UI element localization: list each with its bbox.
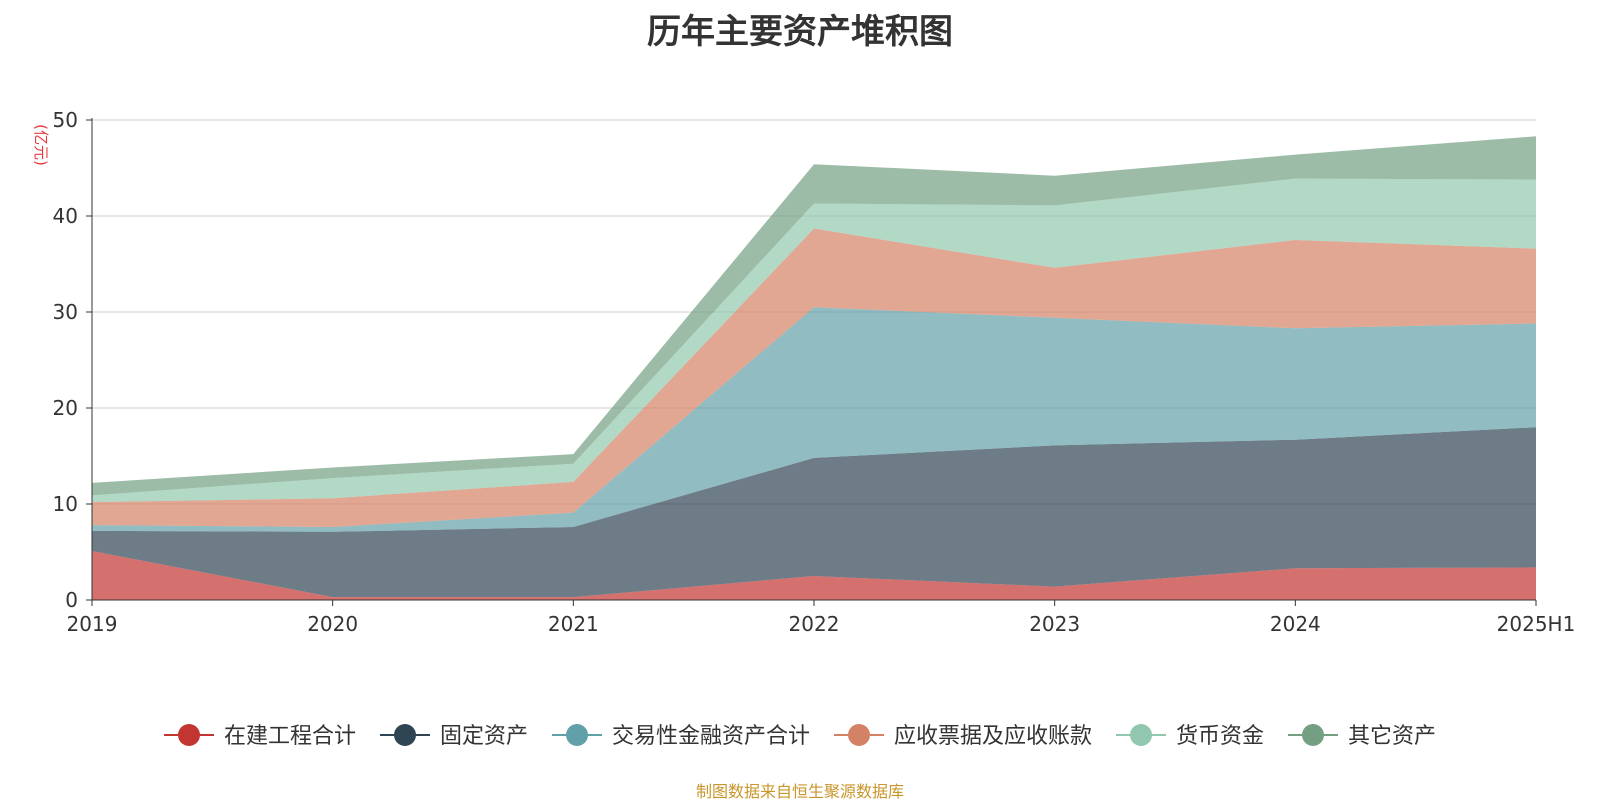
- y-tick-label: 0: [65, 588, 78, 612]
- y-tick-label: 30: [53, 300, 78, 324]
- y-tick-label: 20: [53, 396, 78, 420]
- area-series-5: [92, 178, 1536, 503]
- legend-label: 在建工程合计: [224, 724, 356, 749]
- legend-item-2[interactable]: 固定资产: [380, 724, 528, 749]
- y-axis-unit-label: (亿元): [32, 124, 50, 166]
- legend-label: 货币资金: [1176, 724, 1264, 749]
- legend-item-5[interactable]: 货币资金: [1116, 724, 1264, 749]
- legend-item-3[interactable]: 交易性金融资产合计: [552, 724, 810, 749]
- legend-marker: [394, 724, 416, 746]
- legend-item-1[interactable]: 在建工程合计: [164, 724, 356, 749]
- area-series-6: [92, 136, 1536, 496]
- legend-label: 固定资产: [440, 724, 528, 749]
- x-tick-label: 2024: [1270, 612, 1321, 636]
- legend-label: 应收票据及应收账款: [894, 724, 1092, 749]
- legend-marker: [1302, 724, 1324, 746]
- y-tick-label: 50: [53, 108, 78, 132]
- legend-marker: [1130, 724, 1152, 746]
- series-areas: [92, 136, 1536, 600]
- area-series-1: [92, 551, 1536, 600]
- x-tick-label: 2022: [789, 612, 840, 636]
- legend-label: 交易性金融资产合计: [612, 724, 810, 749]
- x-tick-label: 2023: [1029, 612, 1080, 636]
- area-series-3: [92, 307, 1536, 532]
- area-series-2: [92, 427, 1536, 598]
- legend-marker: [178, 724, 200, 746]
- x-tick-label: 2025H1: [1497, 612, 1576, 636]
- source-note: 制图数据来自恒生聚源数据库: [695, 782, 904, 801]
- x-tick-label: 2020: [307, 612, 358, 636]
- y-tick-label: 10: [53, 492, 78, 516]
- legend-label: 其它资产: [1348, 724, 1436, 749]
- x-tick-label: 2021: [548, 612, 599, 636]
- legend-item-4[interactable]: 应收票据及应收账款: [834, 724, 1092, 749]
- y-tick-label: 40: [53, 204, 78, 228]
- legend-marker: [566, 724, 588, 746]
- area-series-4: [92, 228, 1536, 527]
- axes: 0 10 20 30 40 50 2019 2020 2021 2022 2023 2024 2025H…: [53, 108, 1576, 636]
- legend[interactable]: 在建工程合计 固定资产 交易性金融资产合计 应收票据及应收账款 货币资金 其它资产: [164, 724, 1436, 749]
- legend-item-6[interactable]: 其它资产: [1288, 724, 1436, 749]
- chart-title: 历年主要资产堆积图: [647, 12, 953, 52]
- legend-marker: [848, 724, 870, 746]
- x-tick-label: 2019: [67, 612, 118, 636]
